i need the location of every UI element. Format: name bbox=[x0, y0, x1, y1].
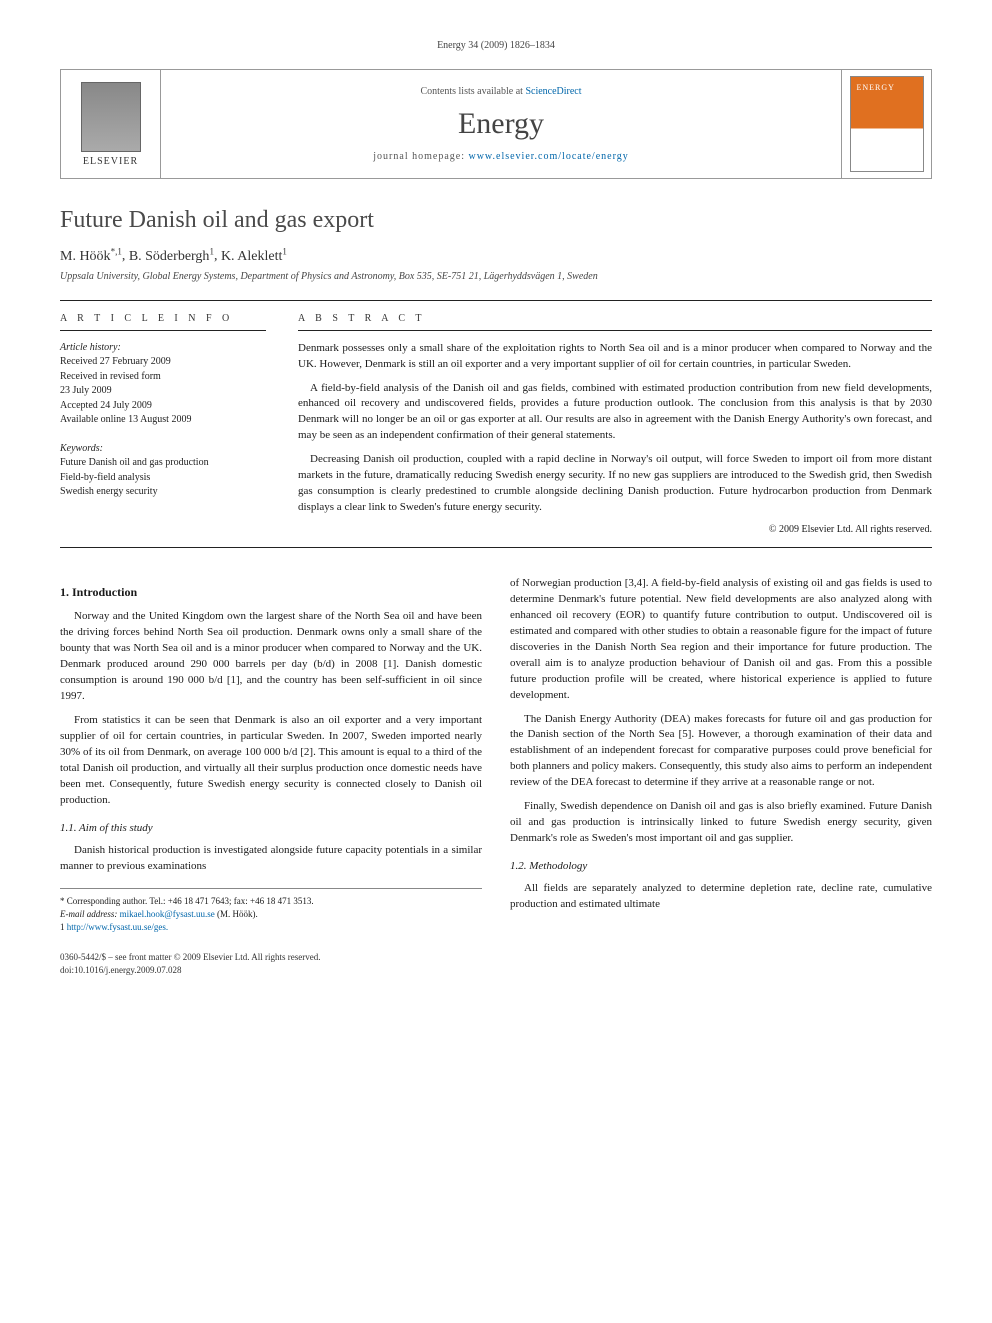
body-para: Finally, Swedish dependence on Danish oi… bbox=[510, 799, 932, 847]
cover-block bbox=[841, 70, 931, 178]
history-line: Accepted 24 July 2009 bbox=[60, 399, 266, 414]
body-para: From statistics it can be seen that Denm… bbox=[60, 713, 482, 809]
contents-line: Contents lists available at ScienceDirec… bbox=[171, 86, 831, 97]
abstract-para: Denmark possesses only a small share of … bbox=[298, 341, 932, 373]
publisher-block: ELSEVIER bbox=[61, 70, 161, 178]
article-info-col: A R T I C L E I N F O Article history: R… bbox=[60, 301, 280, 547]
history-line: 23 July 2009 bbox=[60, 384, 266, 399]
author-email-link[interactable]: mikael.hook@fysast.uu.se bbox=[120, 909, 215, 919]
masthead-center: Contents lists available at ScienceDirec… bbox=[161, 70, 841, 178]
affil-url-line: 1 http://www.fysast.uu.se/ges. bbox=[60, 921, 482, 934]
journal-masthead: ELSEVIER Contents lists available at Sci… bbox=[60, 69, 932, 179]
history-line: Received 27 February 2009 bbox=[60, 355, 266, 370]
keyword: Swedish energy security bbox=[60, 485, 266, 500]
article-history: Article history: Received 27 February 20… bbox=[60, 341, 266, 428]
author-list: M. Höök*,1, B. Söderbergh1, K. Aleklett1 bbox=[60, 246, 932, 265]
footnotes-block: * Corresponding author. Tel.: +46 18 471… bbox=[60, 888, 482, 933]
abstract-label: A B S T R A C T bbox=[298, 313, 932, 331]
abstract-copyright: © 2009 Elsevier Ltd. All rights reserved… bbox=[298, 524, 932, 535]
author-2: B. Söderbergh1 bbox=[129, 249, 214, 264]
history-line: Available online 13 August 2009 bbox=[60, 413, 266, 428]
abstract-para: A field-by-field analysis of the Danish … bbox=[298, 381, 932, 445]
affiliation: Uppsala University, Global Energy System… bbox=[60, 271, 932, 282]
url-marker: 1 bbox=[60, 922, 67, 932]
subsection-heading-methodology: 1.2. Methodology bbox=[510, 859, 932, 875]
homepage-line: journal homepage: www.elsevier.com/locat… bbox=[171, 151, 831, 162]
running-head: Energy 34 (2009) 1826–1834 bbox=[60, 40, 932, 51]
publisher-label: ELSEVIER bbox=[83, 156, 138, 167]
section-heading-introduction: 1. Introduction bbox=[60, 584, 482, 601]
keywords-label: Keywords: bbox=[60, 442, 266, 457]
body-para-continuation: of Norwegian production [3,4]. A field-b… bbox=[510, 576, 932, 704]
elsevier-tree-icon bbox=[81, 82, 141, 152]
body-columns: 1. Introduction Norway and the United Ki… bbox=[60, 576, 932, 933]
keywords-block: Keywords: Future Danish oil and gas prod… bbox=[60, 442, 266, 500]
journal-name: Energy bbox=[171, 107, 831, 141]
keyword: Future Danish oil and gas production bbox=[60, 456, 266, 471]
footer-front-matter: 0360-5442/$ – see front matter © 2009 El… bbox=[60, 951, 932, 964]
corresponding-author-note: * Corresponding author. Tel.: +46 18 471… bbox=[60, 895, 482, 908]
email-label: E-mail address: bbox=[60, 909, 120, 919]
article-title: Future Danish oil and gas export bbox=[60, 207, 932, 234]
body-para: All fields are separately analyzed to de… bbox=[510, 881, 932, 913]
page-root: Energy 34 (2009) 1826–1834 ELSEVIER Cont… bbox=[0, 0, 992, 1016]
abstract-text: Denmark possesses only a small share of … bbox=[298, 341, 932, 516]
email-suffix: (M. Höök). bbox=[215, 909, 258, 919]
body-para: Norway and the United Kingdom own the la… bbox=[60, 609, 482, 705]
history-label: Article history: bbox=[60, 341, 266, 356]
history-line: Received in revised form bbox=[60, 370, 266, 385]
body-para: The Danish Energy Authority (DEA) makes … bbox=[510, 712, 932, 792]
homepage-link[interactable]: www.elsevier.com/locate/energy bbox=[468, 151, 628, 162]
contents-prefix: Contents lists available at bbox=[420, 86, 525, 97]
body-para: Danish historical production is investig… bbox=[60, 843, 482, 875]
email-line: E-mail address: mikael.hook@fysast.uu.se… bbox=[60, 908, 482, 921]
author-1: M. Höök*,1 bbox=[60, 249, 122, 264]
keyword: Field-by-field analysis bbox=[60, 471, 266, 486]
abstract-para: Decreasing Danish oil production, couple… bbox=[298, 452, 932, 516]
homepage-prefix: journal homepage: bbox=[373, 151, 468, 162]
author-3: K. Aleklett1 bbox=[221, 249, 287, 264]
journal-cover-thumbnail bbox=[850, 76, 924, 172]
page-footer: 0360-5442/$ – see front matter © 2009 El… bbox=[60, 951, 932, 976]
subsection-heading-aim: 1.1. Aim of this study bbox=[60, 821, 482, 837]
affil-url-link[interactable]: http://www.fysast.uu.se/ges. bbox=[67, 922, 168, 932]
footer-doi: doi:10.1016/j.energy.2009.07.028 bbox=[60, 964, 932, 977]
article-info-label: A R T I C L E I N F O bbox=[60, 313, 266, 331]
abstract-col: A B S T R A C T Denmark possesses only a… bbox=[280, 301, 932, 547]
sciencedirect-link[interactable]: ScienceDirect bbox=[525, 86, 581, 97]
info-abstract-row: A R T I C L E I N F O Article history: R… bbox=[60, 300, 932, 548]
